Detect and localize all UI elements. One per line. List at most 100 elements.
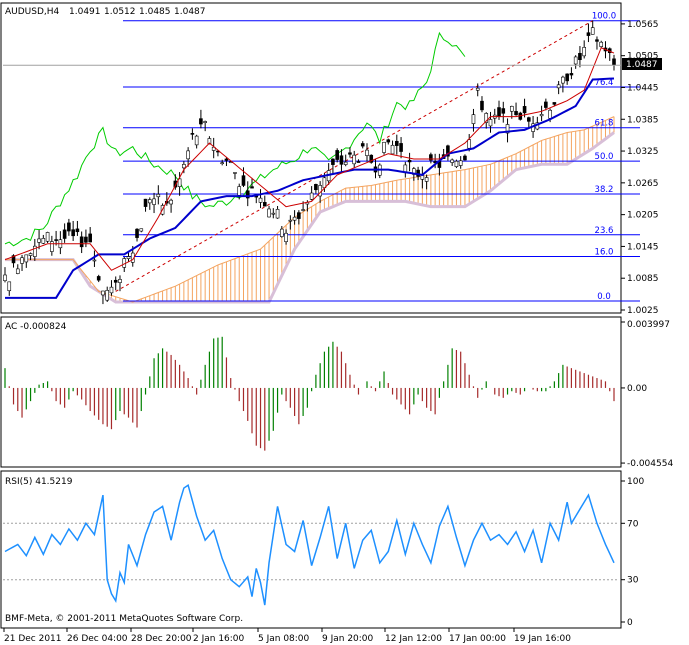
candle-body <box>429 154 433 161</box>
candle-body <box>420 175 425 180</box>
candle-body <box>71 229 75 237</box>
candle-body <box>224 158 229 161</box>
price-axis-label: 1.0265 <box>627 179 659 189</box>
candle-body <box>20 257 24 264</box>
ohlc-open: 1.0491 <box>69 7 101 17</box>
candle-body <box>101 290 105 296</box>
current-price-label: 1.0487 <box>626 60 658 70</box>
candle-body <box>88 233 92 243</box>
candle-body <box>152 198 156 205</box>
rsi-panel-frame <box>0 470 622 629</box>
candle-body <box>241 175 246 186</box>
candle-body <box>599 41 604 47</box>
price-axis-label: 1.0445 <box>627 83 659 93</box>
candle-body <box>424 177 429 182</box>
rsi-axis-label: 30 <box>627 576 639 586</box>
candle-body <box>75 228 80 233</box>
candle-body <box>595 39 599 42</box>
candle-body <box>488 119 493 127</box>
candle-body <box>475 87 480 91</box>
candle-body <box>79 236 84 248</box>
candle-body <box>382 141 386 153</box>
candle-body <box>28 253 33 256</box>
candle-body <box>335 150 339 160</box>
time-axis-label: 26 Dec 04:00 <box>67 634 128 644</box>
fibonacci-trend-line <box>115 20 593 292</box>
candle-body <box>233 172 237 174</box>
candle-body <box>7 281 12 292</box>
candle-body <box>271 212 276 215</box>
candle-body <box>173 180 178 188</box>
rsi-plot-area[interactable] <box>3 484 619 606</box>
candle-body <box>147 199 152 204</box>
candle-body <box>267 208 271 218</box>
candle-body <box>450 159 454 163</box>
candle-body <box>390 144 395 155</box>
price-axis-label: 1.0145 <box>627 242 659 252</box>
candle-body <box>395 140 399 146</box>
candle-body <box>186 150 190 160</box>
time-axis-label: 5 Jan 08:00 <box>258 634 310 644</box>
time-axis-label: 9 Jan 20:00 <box>322 634 374 644</box>
time-axis-label: 21 Dec 2011 <box>4 634 62 644</box>
candle-body <box>220 162 224 164</box>
ohlc-close: 1.0487 <box>174 7 206 17</box>
candle-body <box>177 178 182 187</box>
fibonacci-level-label: 23.6 <box>595 226 614 236</box>
ohlc-low: 1.0485 <box>139 7 171 17</box>
candle-body <box>169 199 173 205</box>
candle-body <box>15 268 20 274</box>
candle-body <box>84 236 88 243</box>
candle-body <box>143 198 148 207</box>
fibonacci-level-label: 0.0 <box>597 292 611 302</box>
candle-body <box>96 276 101 281</box>
candle-body <box>50 241 54 252</box>
time-axis-label: 17 Jan 00:00 <box>449 634 506 644</box>
price-plot-area[interactable]: 100.0 76.4 61.8 50.0 38.2 23.6 16.0 0.0 <box>3 12 640 305</box>
candle-body <box>194 135 199 146</box>
candle-body <box>322 177 327 189</box>
fibonacci-level-label: 16.0 <box>595 247 614 257</box>
candle-body <box>37 238 41 243</box>
fibonacci-level-label: 100.0 <box>592 12 616 22</box>
candle-body <box>467 139 472 149</box>
time-axis-label: 19 Jan 16:00 <box>514 634 571 644</box>
candle-body <box>118 279 122 283</box>
candle-body <box>471 114 476 124</box>
candle-body <box>612 58 616 66</box>
candle-body <box>586 32 591 36</box>
time-axis-label: 28 Dec 20:00 <box>131 634 192 644</box>
symbol-title: AUDUSD,H4 <box>5 7 60 17</box>
candle-body <box>463 155 467 161</box>
candle-body <box>548 109 552 119</box>
time-axis-label: 12 Jan 12:00 <box>385 634 442 644</box>
ac-panel-frame <box>0 316 622 468</box>
candle-body <box>480 100 484 111</box>
candle-body <box>552 102 557 105</box>
copyright-text: BMF-Meta, © 2001-2011 MetaQuotes Softwar… <box>5 614 243 624</box>
ac-axis-label: 0.003997 <box>627 320 670 330</box>
candle-body <box>190 133 195 135</box>
candle-body <box>331 158 335 165</box>
candle-body <box>556 84 561 89</box>
candle-body <box>582 47 586 57</box>
rsi-axis-label: 0 <box>627 618 633 628</box>
ac-axis-label: 0.00 <box>627 384 647 394</box>
candle-body <box>156 193 161 198</box>
candle-body <box>245 190 250 199</box>
candle-body <box>301 209 305 211</box>
axes: 1.0565 1.0505 1.0445 1.0385 1.0325 1.0265 1.02… <box>3 20 673 644</box>
fibonacci-level-label: 50.0 <box>595 152 614 162</box>
candle-body <box>569 73 574 76</box>
ac-plot-area[interactable] <box>4 336 615 451</box>
candle-body <box>590 27 595 35</box>
ac-title: AC -0.000824 <box>5 322 67 332</box>
candle-body <box>501 108 506 114</box>
rsi-axis-label: 100 <box>627 477 644 487</box>
candle-body <box>314 184 318 191</box>
candle-body <box>33 245 37 257</box>
rsi-line <box>4 484 615 606</box>
candle-body <box>309 192 314 200</box>
candle-body <box>343 161 348 165</box>
